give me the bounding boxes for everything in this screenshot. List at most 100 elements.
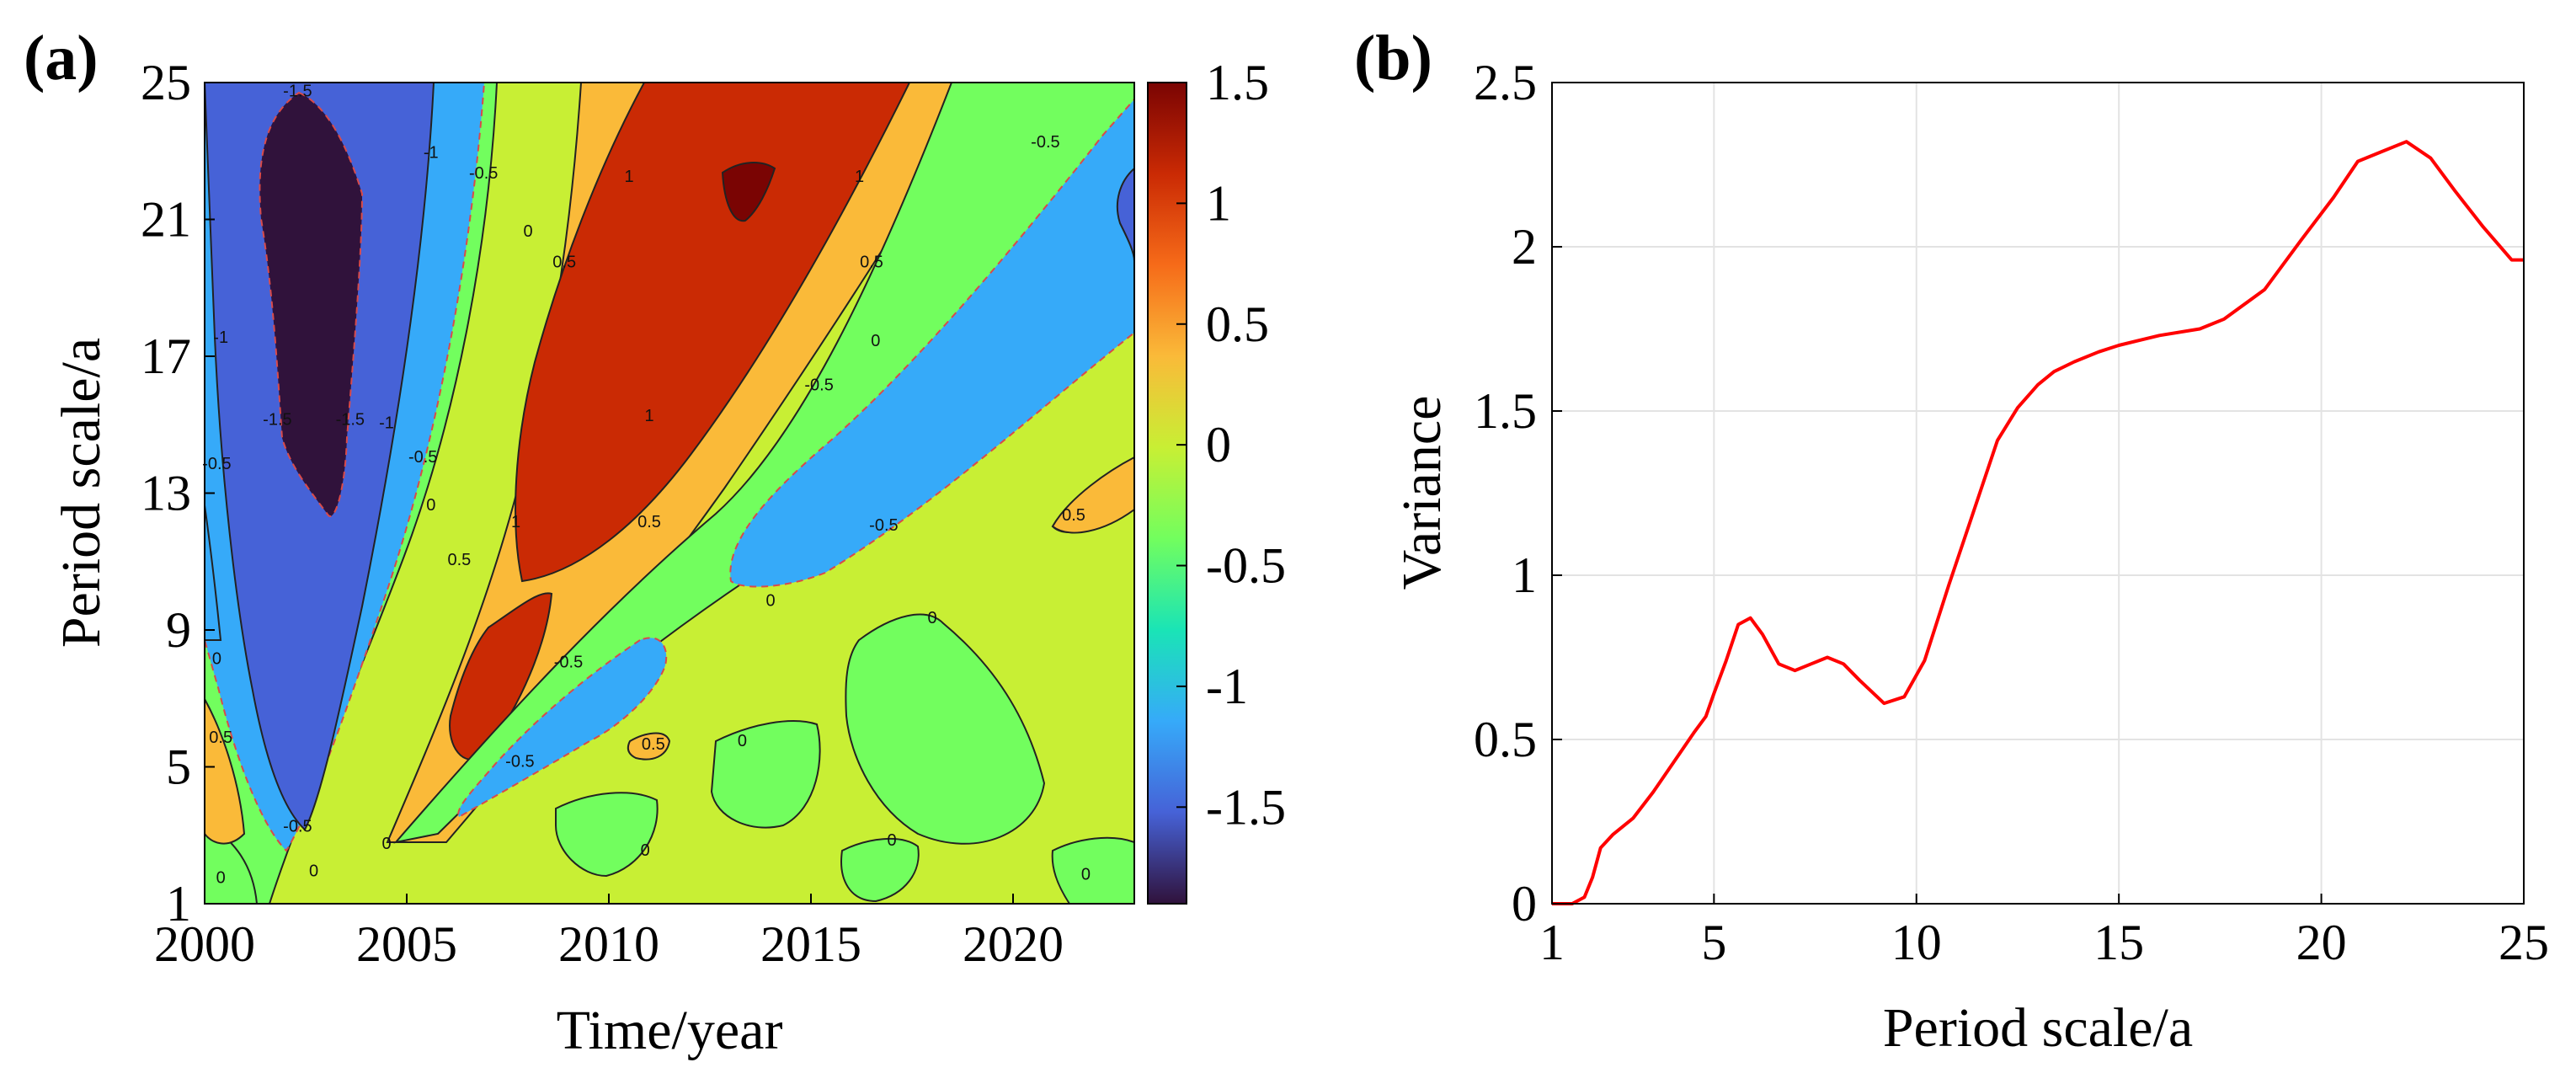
contour-label: 0 [523, 222, 532, 241]
region-cyan-lower [457, 637, 668, 819]
contour-label: 0 [927, 609, 936, 627]
contour-label: -1.5 [336, 410, 365, 429]
region-bottom-green-3 [555, 792, 659, 878]
region-bottom-green-2 [710, 720, 821, 829]
contour-label: 0 [871, 332, 880, 350]
contour-label: -0.5 [869, 516, 898, 535]
contour-label: -1 [213, 328, 228, 347]
contour-label: 1 [855, 168, 864, 186]
colorbar-ticks: 1.5 1 0.5 0 -0.5 -1 -1.5 [1176, 55, 1286, 835]
contour-label: -0.5 [804, 376, 833, 395]
contour-label: 0.5 [209, 729, 232, 747]
contour-label: 0 [887, 831, 896, 850]
panel-b-label: (b) [1354, 23, 1432, 93]
panel-b-ytick-label: 0 [1512, 876, 1537, 932]
contour-label: 0 [765, 592, 775, 611]
contour-label: -0.5 [408, 448, 437, 467]
panel-b-grid [1551, 82, 2525, 905]
panel-a-xtick-label: 2015 [760, 916, 861, 972]
region-right-cyan [729, 98, 1134, 588]
contour-label: 0.5 [552, 253, 576, 271]
panel-a-ticks: 2000 2005 2010 2015 2020 1 5 9 13 17 21 25 [141, 55, 1064, 972]
colorbar: 1.5 1 0.5 0 -0.5 -1 -1.5 [1147, 55, 1286, 905]
colorbar-tick-label: 1 [1206, 175, 1231, 231]
panel-a-ytick-label: 21 [141, 192, 191, 248]
panel-a-ytick-label: 1 [166, 876, 191, 932]
contour-label: -1 [424, 143, 439, 162]
panel-b-xtick-label: 15 [2093, 915, 2144, 970]
contour-label: 0 [738, 732, 747, 750]
panel-a-xtick-label: 2010 [558, 916, 659, 972]
colorbar-gradient [1147, 82, 1187, 905]
colorbar-tick-label: -1.5 [1206, 779, 1286, 835]
panel-b-xtick-label: 1 [1539, 915, 1565, 970]
panel-a-xtick-label: 2005 [356, 916, 457, 972]
region-left-edge-cyan [205, 504, 222, 641]
contour-label: 1 [624, 168, 633, 186]
region-bottom-left-orange [205, 698, 246, 845]
panel-a-xtick-label: 2000 [154, 916, 255, 972]
region-small-orange-2021 [1051, 456, 1134, 534]
contour-label: 0.5 [637, 513, 661, 531]
contour-label: -0.5 [505, 753, 534, 771]
contour-field [205, 83, 1134, 904]
panel-a-ytick-label: 25 [141, 55, 191, 110]
variance-series-line [1552, 140, 2524, 905]
contour-label: 0.5 [447, 551, 471, 569]
contour-label: -0.5 [1031, 133, 1059, 152]
panel-a-ytick-label: 17 [141, 328, 191, 384]
panel-a-xlabel: Time/year [557, 1000, 783, 1061]
region-bottom-green-4 [840, 837, 920, 903]
contour-label: -0.5 [283, 818, 312, 836]
contour-label: 0 [212, 650, 221, 669]
panel-b-ytick-label: 1.5 [1474, 383, 1537, 439]
colorbar-tick-label: 0.5 [1206, 296, 1269, 352]
panel-b-xlabel: Period scale/a [1883, 997, 2193, 1059]
panel-a-ylabel: Period scale/a [51, 338, 112, 648]
contour-labels: -1.5 -1 -0.5 0 0.5 1 1 0.5 0 -0.5 -0.5 -0.5 1 1 0.5 0.5… [202, 82, 1091, 887]
contour-label: -0.5 [554, 654, 583, 672]
contour-label: -0.5 [202, 455, 231, 473]
contour-label: 0 [309, 862, 318, 881]
contour-label: 0.5 [1062, 506, 1085, 525]
contour-label: -0.5 [469, 164, 498, 183]
colorbar-tick-label: 0 [1206, 417, 1231, 472]
contour-label: 0 [641, 841, 650, 860]
region-bottom-green-1 [845, 613, 1046, 845]
contour-label: 0 [381, 835, 391, 853]
panel-a-contour-plot: (a) [24, 23, 1286, 1061]
region-left-darkest [259, 91, 364, 518]
contour-label: 0 [426, 496, 435, 515]
panel-b-ylabel: Variance [1391, 396, 1453, 590]
panel-b-xtick-label: 20 [2296, 915, 2347, 970]
region-red-large [515, 83, 911, 583]
contour-label: 0.5 [860, 253, 883, 271]
panel-a-xtick-label: 2020 [963, 916, 1064, 972]
panel-a-ytick-label: 9 [166, 602, 191, 658]
region-darkest-red [721, 162, 776, 222]
panel-b-xtick-label: 5 [1701, 915, 1726, 970]
panel-b-xtick-label: 10 [1891, 915, 1942, 970]
colorbar-tick-label: -0.5 [1206, 538, 1286, 594]
panel-a-ytick-label: 13 [141, 466, 191, 521]
contour-label: 0 [216, 869, 226, 888]
contour-label: -1.5 [263, 410, 291, 429]
contour-label: 1 [644, 407, 653, 425]
panel-b-ytick-label: 2 [1512, 219, 1537, 275]
contour-label: 0.5 [642, 735, 665, 754]
panel-a-ytick-label: 5 [166, 739, 191, 795]
panel-b-ytick-label: 0.5 [1474, 712, 1537, 767]
panel-b-xtick-label: 25 [2499, 915, 2549, 970]
panel-b-ytick-label: 1 [1512, 547, 1537, 603]
contour-label: -1 [379, 414, 394, 432]
panel-b-ytick-label: 2.5 [1474, 55, 1537, 110]
region-bottom-green-5 [1051, 836, 1134, 904]
contour-label: 1 [511, 513, 520, 531]
contour-label: 0 [1081, 866, 1091, 884]
contour-label: -1.5 [283, 82, 312, 100]
region-small-orange-2011 [627, 732, 671, 761]
panel-b-axes-box [1551, 82, 2525, 905]
